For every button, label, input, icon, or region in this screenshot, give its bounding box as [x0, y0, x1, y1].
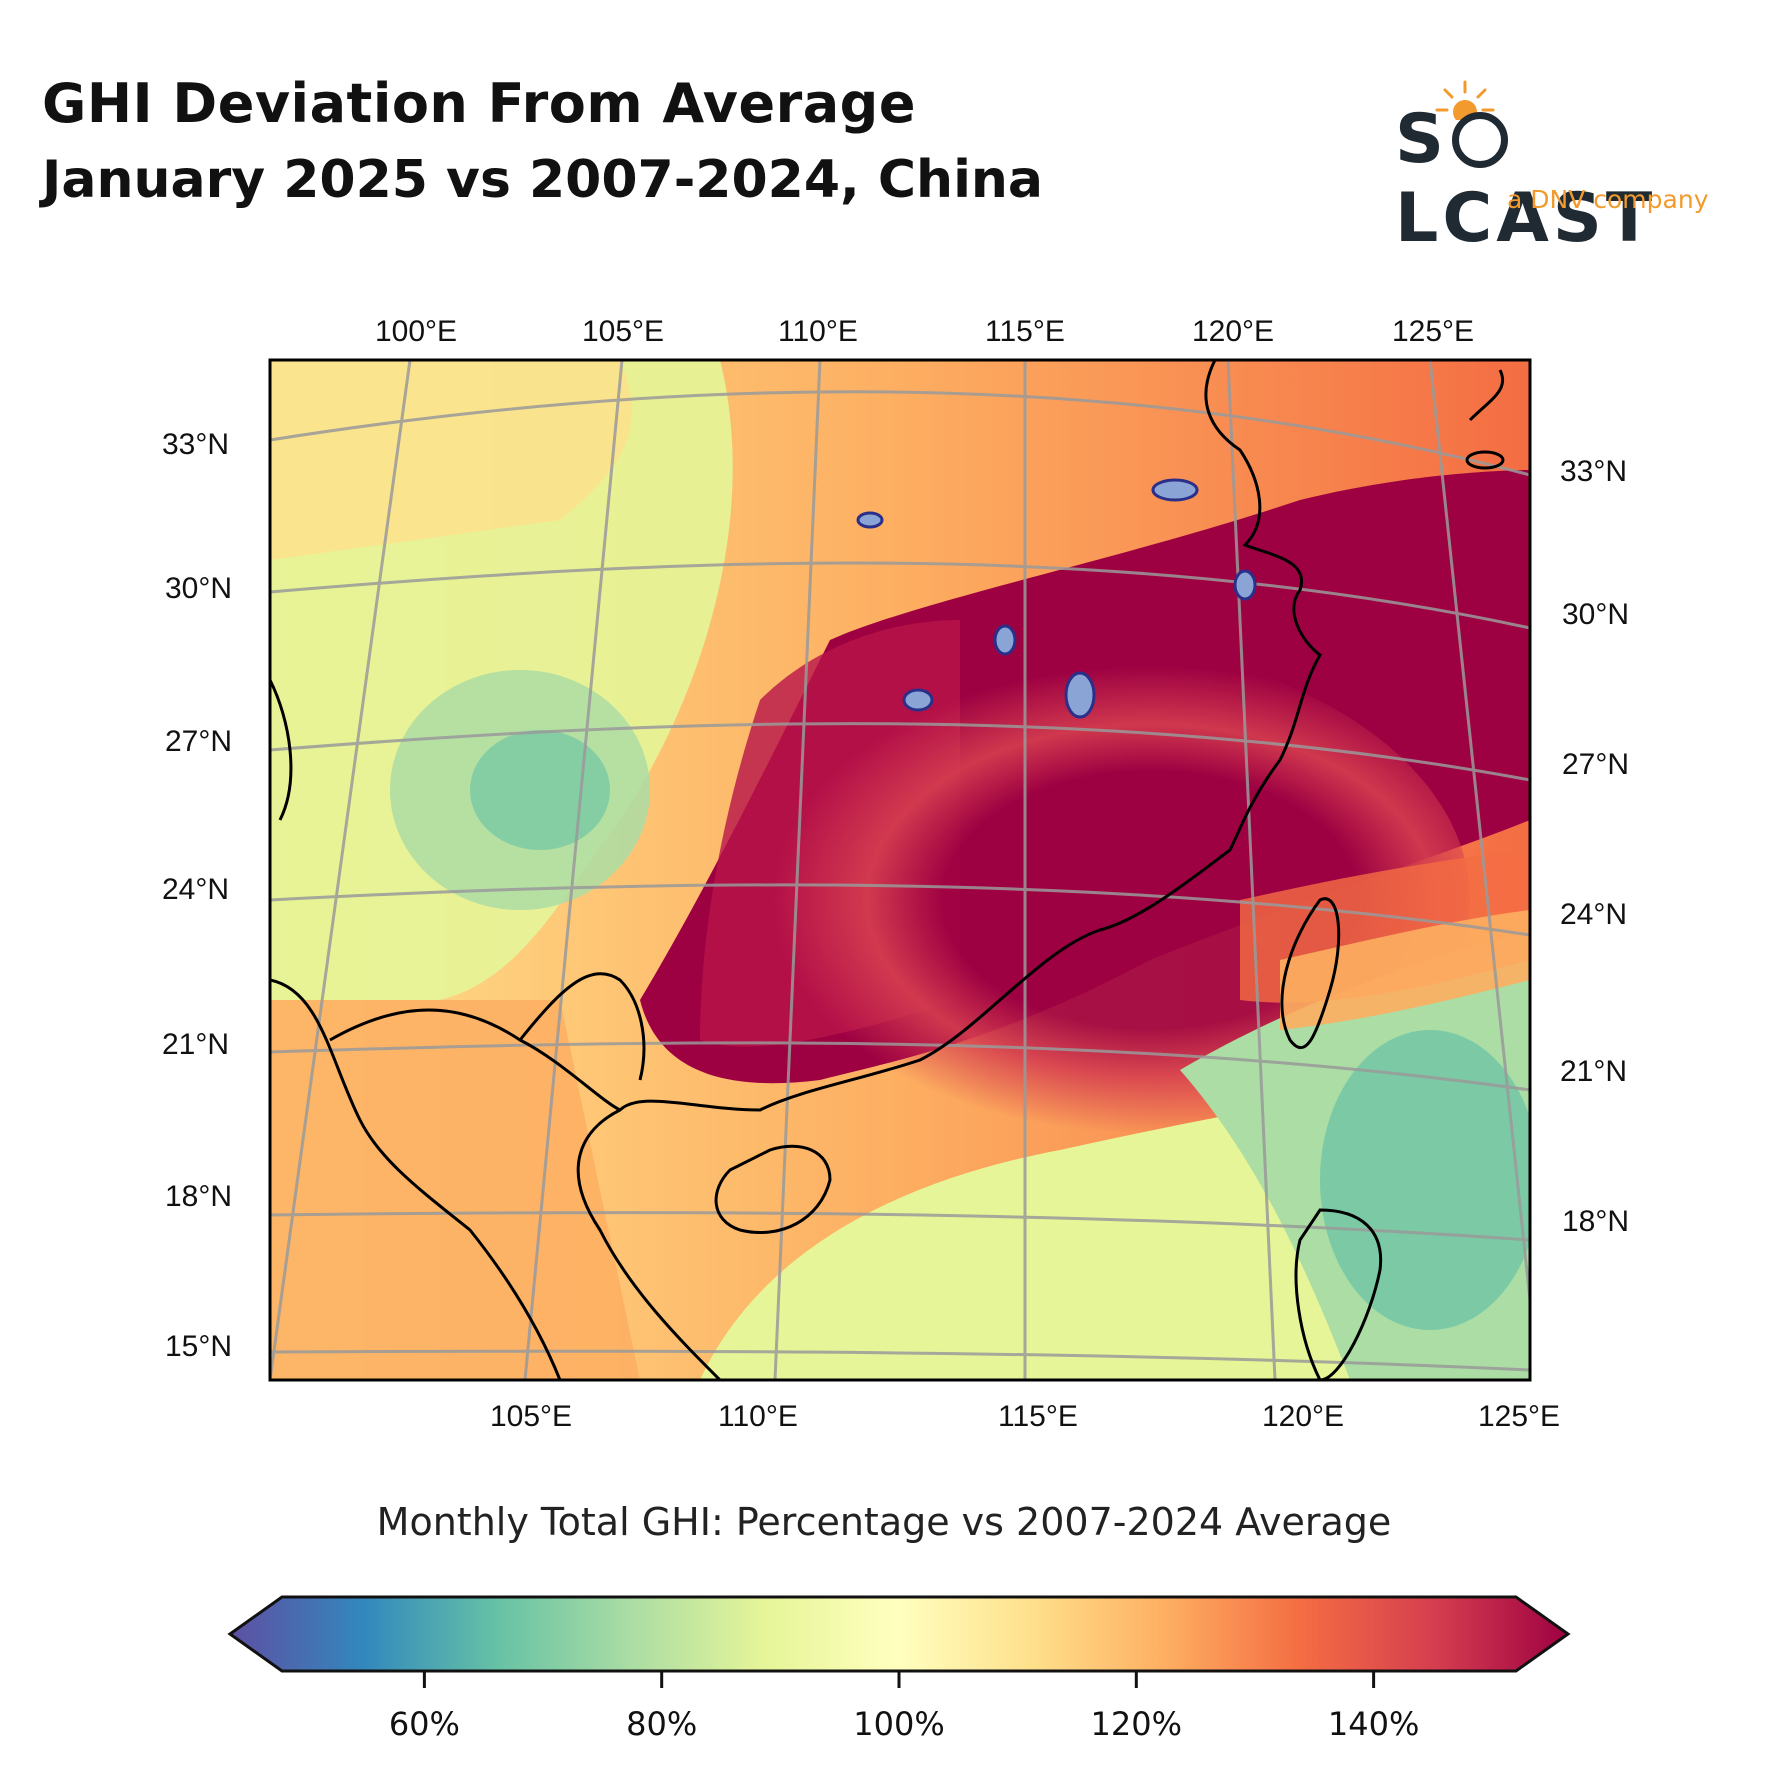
lat-label-right: 21°N [1560, 1055, 1628, 1088]
lat-label-right: 24°N [1560, 898, 1628, 931]
lon-label-bottom: 120°E [1262, 1400, 1345, 1433]
lon-label-top: 110°E [778, 315, 858, 348]
lat-label-left: 27°N [165, 725, 233, 758]
map-frame [268, 358, 1532, 1382]
graticule [270, 360, 1530, 1380]
lat-label-left: 24°N [162, 873, 230, 906]
lat-label-left: 33°N [162, 428, 230, 461]
colorbar-tick-label: 140% [1327, 1705, 1420, 1743]
logo-wordmark: SLCAST [1395, 100, 1657, 258]
colorbar-tick-label: 120% [1090, 1705, 1183, 1743]
lon-label-top: 120°E [1192, 315, 1275, 348]
solcast-logo: SLCAST a DNV company [1395, 80, 1725, 258]
lon-label-bottom: 110°E [718, 1400, 798, 1433]
lon-label-top: 105°E [582, 315, 665, 348]
colorbar-tick-label: 100% [853, 1705, 945, 1743]
logo-tagline: a DNV company [1507, 185, 1709, 214]
colorbar-tick-label: 80% [626, 1705, 698, 1743]
lon-label-top: 125°E [1392, 315, 1475, 348]
lon-label-top: 100°E [375, 315, 458, 348]
sun-icon [1435, 80, 1495, 120]
lon-label-bottom: 115°E [998, 1400, 1078, 1433]
colorbar-ticks [422, 1671, 1376, 1688]
lon-label-bottom: 105°E [490, 1400, 573, 1433]
lat-label-right: 30°N [1562, 598, 1630, 631]
lat-label-right: 27°N [1562, 748, 1630, 781]
lat-label-right: 18°N [1562, 1205, 1630, 1238]
colorbar-tick-label: 60% [388, 1705, 460, 1743]
colorbar-title: Monthly Total GHI: Percentage vs 2007-20… [376, 1500, 1392, 1544]
lat-label-left: 15°N [165, 1330, 233, 1363]
lat-label-left: 21°N [162, 1028, 230, 1061]
page-subtitle: January 2025 vs 2007-2024, China [42, 150, 1043, 210]
lat-label-left: 30°N [165, 572, 233, 605]
page-title: GHI Deviation From Average [42, 72, 916, 135]
coastline [270, 360, 1505, 1380]
colorbar-bar [227, 1595, 1571, 1673]
lakes [856, 478, 1257, 719]
map-raster [270, 360, 1530, 1380]
lat-label-right: 33°N [1560, 455, 1628, 488]
lat-label-left: 18°N [165, 1180, 233, 1213]
lon-label-bottom: 125°E [1478, 1400, 1561, 1433]
lon-label-top: 115°E [985, 315, 1065, 348]
